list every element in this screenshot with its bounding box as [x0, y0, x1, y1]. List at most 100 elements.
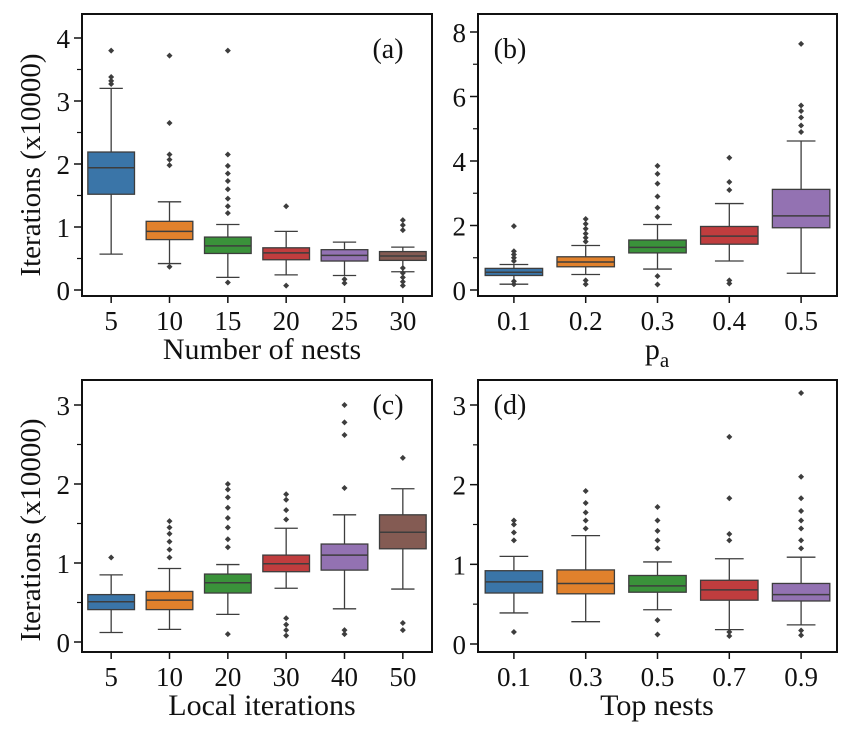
- outlier-point: [798, 545, 805, 552]
- x-tick-label: 50: [389, 662, 416, 692]
- outlier-point: [654, 193, 661, 200]
- outlier-point: [224, 210, 231, 217]
- outlier-point: [726, 280, 733, 287]
- y-tick-label: 0: [453, 630, 467, 660]
- outlier-point: [798, 40, 805, 47]
- box-0.3: [628, 162, 687, 288]
- outlier-point: [399, 227, 406, 234]
- outlier-point: [108, 77, 115, 84]
- outlier-point: [654, 631, 661, 638]
- outlier-point: [224, 151, 231, 158]
- outlier-point: [510, 257, 517, 264]
- outlier-point: [166, 546, 173, 553]
- outlier-point: [582, 225, 589, 232]
- box-iqr: [87, 151, 136, 195]
- outlier-point: [224, 203, 231, 210]
- box-0.5: [771, 40, 831, 274]
- outlier-point: [582, 220, 589, 227]
- plot-frame: [477, 379, 838, 653]
- box-iqr: [771, 582, 831, 602]
- outlier-point: [399, 627, 406, 634]
- outlier-point: [582, 281, 589, 288]
- box-0.1: [484, 223, 544, 288]
- y-tick-label: 1: [57, 549, 71, 579]
- outlier-point: [341, 631, 348, 638]
- x-tick-label: 0.9: [784, 662, 818, 692]
- outlier-point: [399, 620, 406, 627]
- box-iqr: [320, 543, 369, 571]
- box-20: [262, 203, 311, 289]
- outlier-point: [283, 621, 290, 628]
- outlier-point: [582, 277, 589, 284]
- x-tick-label: 0.5: [641, 662, 675, 692]
- x-tick-label: 0.7: [712, 662, 746, 692]
- outlier-point: [166, 151, 173, 158]
- outlier-point: [166, 263, 173, 270]
- outlier-point: [341, 419, 348, 426]
- outlier-point: [224, 544, 231, 551]
- box-iqr: [628, 239, 687, 254]
- outlier-point: [726, 537, 733, 544]
- outlier-point: [798, 525, 805, 532]
- y-tick-label: 1: [453, 550, 467, 580]
- panel-d: 0 1 2 3 0.1 0.3 0.5 0.7 0.9 (d) Top nests: [453, 379, 838, 722]
- box-0.4: [699, 154, 759, 287]
- outlier-point: [224, 631, 231, 638]
- x-axis-label: Top nests: [600, 689, 714, 722]
- box-10: [145, 518, 194, 631]
- box-25: [320, 241, 369, 287]
- y-tick-label: 2: [57, 150, 71, 180]
- outlier-point: [166, 162, 173, 169]
- box-iqr: [203, 573, 252, 594]
- plot-frame: [81, 379, 433, 653]
- outlier-point: [654, 517, 661, 524]
- y-tick-label: 0: [57, 628, 71, 658]
- outlier-point: [166, 52, 173, 59]
- outlier-point: [654, 213, 661, 220]
- y-tick-label: 8: [453, 18, 467, 48]
- x-tick-label: 5: [104, 306, 118, 336]
- outlier-point: [726, 495, 733, 502]
- outlier-point: [798, 517, 805, 524]
- outlier-point: [510, 537, 517, 544]
- outlier-point: [798, 114, 805, 121]
- x-tick-label: 30: [273, 662, 300, 692]
- x-tick-label: 30: [389, 306, 416, 336]
- box-0.2: [556, 216, 616, 288]
- x-tick-label: 0.1: [497, 306, 531, 336]
- outlier-point: [224, 481, 231, 487]
- outlier-point: [283, 632, 290, 639]
- outlier-point: [798, 507, 805, 514]
- y-tick-label: 0: [57, 276, 71, 306]
- panel-c: 0 1 2 3 5 10 20 30 40 50 (c) Local iterations: [57, 379, 433, 722]
- outlier-point: [166, 120, 173, 127]
- outlier-point: [798, 495, 805, 502]
- outlier-point: [224, 279, 231, 286]
- outlier-point: [510, 248, 517, 255]
- x-tick-label: 0.4: [712, 306, 746, 336]
- outlier-point: [726, 277, 733, 284]
- outlier-point: [654, 527, 661, 534]
- outlier-point: [224, 47, 231, 54]
- outlier-point: [224, 514, 231, 521]
- outlier-point: [166, 538, 173, 545]
- outlier-point: [654, 170, 661, 177]
- outlier-point: [726, 154, 733, 161]
- box-0.7: [699, 433, 759, 640]
- outlier-point: [798, 128, 805, 135]
- outlier-point: [726, 187, 733, 194]
- outlier-point: [798, 632, 805, 639]
- outlier-point: [582, 230, 589, 237]
- outlier-point: [166, 554, 173, 561]
- outlier-point: [510, 529, 517, 536]
- outlier-point: [582, 525, 589, 532]
- box-iqr: [145, 220, 194, 241]
- outlier-point: [224, 186, 231, 193]
- box-20: [203, 481, 252, 638]
- outlier-point: [510, 254, 517, 261]
- x-axis-label-main: Local iterations: [168, 689, 355, 722]
- x-axis-label-main: p: [645, 333, 660, 366]
- outlier-point: [510, 629, 517, 636]
